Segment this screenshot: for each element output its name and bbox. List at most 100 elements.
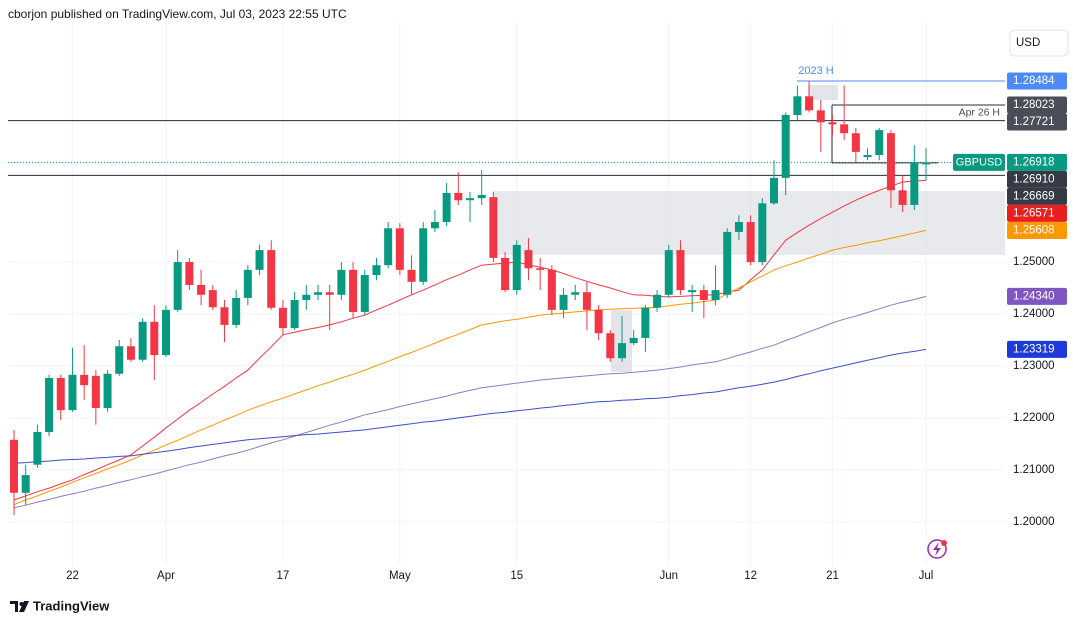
- candle-body: [618, 343, 626, 359]
- candle-body: [840, 124, 849, 134]
- candle-body: [641, 307, 650, 338]
- alert-icon[interactable]: [927, 539, 947, 559]
- y-tick-label: 1.23000: [1013, 360, 1055, 372]
- candle-body: [138, 321, 147, 360]
- candle-body: [91, 375, 100, 409]
- candle-body: [805, 96, 814, 111]
- axis: 1.20000 1.21000 1.22000 1.23000 1.24000 1.250…: [66, 72, 1067, 582]
- candle-body: [430, 222, 439, 229]
- zone: [808, 85, 838, 100]
- candle-body: [314, 292, 322, 295]
- candle-body: [688, 290, 697, 293]
- currency-label[interactable]: USD: [1016, 37, 1040, 49]
- x-tick-label: 17: [277, 570, 290, 582]
- candle-body: [56, 377, 65, 411]
- y-tick-label: 1.25000: [1013, 256, 1055, 268]
- moving-average-line: [13, 348, 927, 464]
- candle-body: [220, 307, 229, 325]
- candle-body: [547, 269, 556, 310]
- candle-body: [197, 284, 206, 295]
- candle-body: [232, 297, 241, 325]
- moving-average-line: [13, 295, 927, 509]
- candle-body: [664, 250, 673, 295]
- candle-body: [571, 292, 580, 295]
- price-tag-label: 1.28023: [1013, 99, 1055, 111]
- candle-body: [173, 262, 182, 310]
- candle-body: [886, 133, 895, 191]
- candle-body: [185, 262, 194, 285]
- price-tag-label: 1.26669: [1013, 190, 1055, 202]
- header-title: cborjon published on TradingView.com, Ju…: [8, 7, 347, 21]
- candle-body: [746, 222, 755, 263]
- candle-body: [466, 198, 474, 201]
- candle-body: [21, 475, 30, 493]
- moving-average-line: [13, 180, 927, 501]
- brand-text: TradingView: [33, 598, 110, 613]
- price-tag: [1007, 187, 1067, 205]
- x-tick-label: Apr: [157, 570, 175, 582]
- candle-body: [126, 346, 135, 360]
- candle-body: [582, 292, 591, 310]
- x-tick-label: 12: [744, 570, 757, 582]
- candle-body: [524, 250, 533, 269]
- price-tag: [1007, 96, 1067, 114]
- candle-body: [699, 290, 708, 300]
- candle-body: [758, 203, 767, 263]
- price-tag: [1007, 287, 1067, 305]
- candle-body: [115, 346, 124, 374]
- candle-body: [302, 294, 311, 300]
- candle-body: [734, 222, 743, 232]
- candle-body: [793, 96, 802, 116]
- price-tag: [1007, 340, 1067, 358]
- price-tag-label: 1.26918: [1013, 156, 1055, 168]
- price-tag: [1007, 72, 1067, 90]
- candle-body: [910, 162, 919, 205]
- candle-body: [10, 439, 18, 493]
- y-tick-label: 1.20000: [1013, 516, 1055, 528]
- price-tag-label: 1.26910: [1013, 173, 1055, 185]
- candle-body: [80, 374, 89, 386]
- currency-button[interactable]: [1009, 29, 1069, 57]
- candle-body: [501, 257, 510, 291]
- price-tag: [1007, 221, 1067, 239]
- candle-body: [723, 231, 732, 295]
- price-tag-label: 1.23319: [1013, 343, 1055, 355]
- candle-body: [372, 265, 381, 276]
- price-tag-label: 1.24340: [1013, 290, 1055, 302]
- candle-body: [208, 290, 217, 308]
- candle-body: [162, 309, 170, 356]
- candle-body: [290, 299, 299, 329]
- price-tag-label: 1.28484: [1013, 75, 1055, 87]
- annotation: 2023 H: [798, 65, 834, 77]
- candle-body: [384, 228, 393, 266]
- candle-body: [395, 228, 404, 270]
- candle-body: [442, 192, 451, 223]
- candle-body: [536, 268, 545, 270]
- symbol-tag: [953, 153, 1005, 171]
- candle-body: [337, 269, 346, 295]
- symbol-label: GBPUSD: [956, 156, 1003, 168]
- x-tick-label: May: [389, 570, 411, 582]
- candle-body: [629, 337, 638, 344]
- candle-body: [68, 374, 77, 411]
- x-tick-label: 21: [826, 570, 839, 582]
- candle-body: [360, 275, 369, 312]
- x-tick-label: Jun: [659, 570, 678, 582]
- candle-body: [325, 292, 334, 295]
- candle-body: [594, 309, 603, 334]
- price-tag: [1007, 170, 1067, 188]
- levels: 2023 H Apr 26 H: [8, 65, 1005, 176]
- candle-body: [477, 195, 486, 199]
- candle-body: [150, 321, 159, 356]
- x-tick-label: Jul: [919, 570, 934, 582]
- x-tick-label: 15: [510, 570, 523, 582]
- candle-body: [267, 250, 276, 308]
- price-tag: [1007, 113, 1067, 131]
- candle-body: [45, 377, 54, 432]
- candle-body: [770, 177, 778, 204]
- candle-body: [828, 122, 837, 125]
- y-tick-label: 1.21000: [1013, 464, 1055, 476]
- moving-average-line: [13, 229, 927, 506]
